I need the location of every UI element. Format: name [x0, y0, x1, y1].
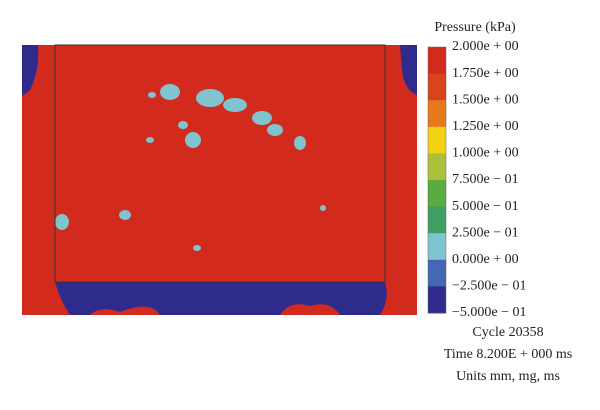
- patch: [146, 137, 154, 143]
- legend-band: [428, 180, 446, 208]
- legend-label: −5.000e − 01: [452, 305, 527, 320]
- time: Time 8.200E + 000 ms: [444, 347, 572, 362]
- patch: [119, 210, 131, 220]
- legend-band: [428, 153, 446, 181]
- legend-band: [428, 206, 446, 234]
- legend-title: Pressure (kPa): [434, 20, 516, 35]
- legend-label: −2.500e − 01: [452, 279, 527, 294]
- legend-band: [428, 286, 446, 314]
- legend-label: 2.500e − 01: [452, 225, 519, 240]
- legend-band: [428, 259, 446, 287]
- contour-plot: [22, 44, 417, 315]
- patch: [185, 132, 201, 148]
- low-pressure-region: [22, 45, 39, 96]
- legend-label: 1.500e + 00: [452, 92, 519, 107]
- legend-label: 7.500e − 01: [452, 172, 519, 187]
- legend-band: [428, 47, 446, 75]
- frame: [54, 44, 386, 283]
- patch: [252, 111, 272, 125]
- legend-border: [427, 46, 447, 314]
- legend-label: 0.000e + 00: [452, 252, 519, 267]
- patch: [196, 89, 224, 107]
- legend-label: 2.000e + 00: [452, 39, 519, 54]
- units: Units mm, mg, ms: [456, 369, 560, 384]
- patch: [55, 214, 69, 230]
- legend-label: 1.000e + 00: [452, 146, 519, 161]
- patch: [193, 245, 201, 251]
- patch: [294, 136, 306, 150]
- low-pressure-region: [400, 45, 417, 95]
- cyan-patches: [55, 84, 326, 251]
- patch: [223, 98, 247, 112]
- patch: [178, 121, 188, 129]
- legend-band: [428, 100, 446, 128]
- patch: [160, 84, 180, 100]
- domain: [22, 45, 417, 315]
- low-pressure-region: [55, 282, 387, 315]
- legend: 2.000e + 00 1.750e + 00 1.500e + 00 1.250e …: [427, 39, 527, 320]
- legend-band: [428, 233, 446, 261]
- patch: [320, 205, 326, 211]
- legend-label: 1.750e + 00: [452, 66, 519, 81]
- legend-band: [428, 126, 446, 154]
- patch: [148, 92, 156, 98]
- cycle: Cycle 20358: [472, 325, 543, 340]
- legend-label: 1.250e + 00: [452, 119, 519, 134]
- legend-label: 5.000e − 01: [452, 199, 519, 214]
- patch: [267, 124, 283, 136]
- legend-band: [428, 73, 446, 101]
